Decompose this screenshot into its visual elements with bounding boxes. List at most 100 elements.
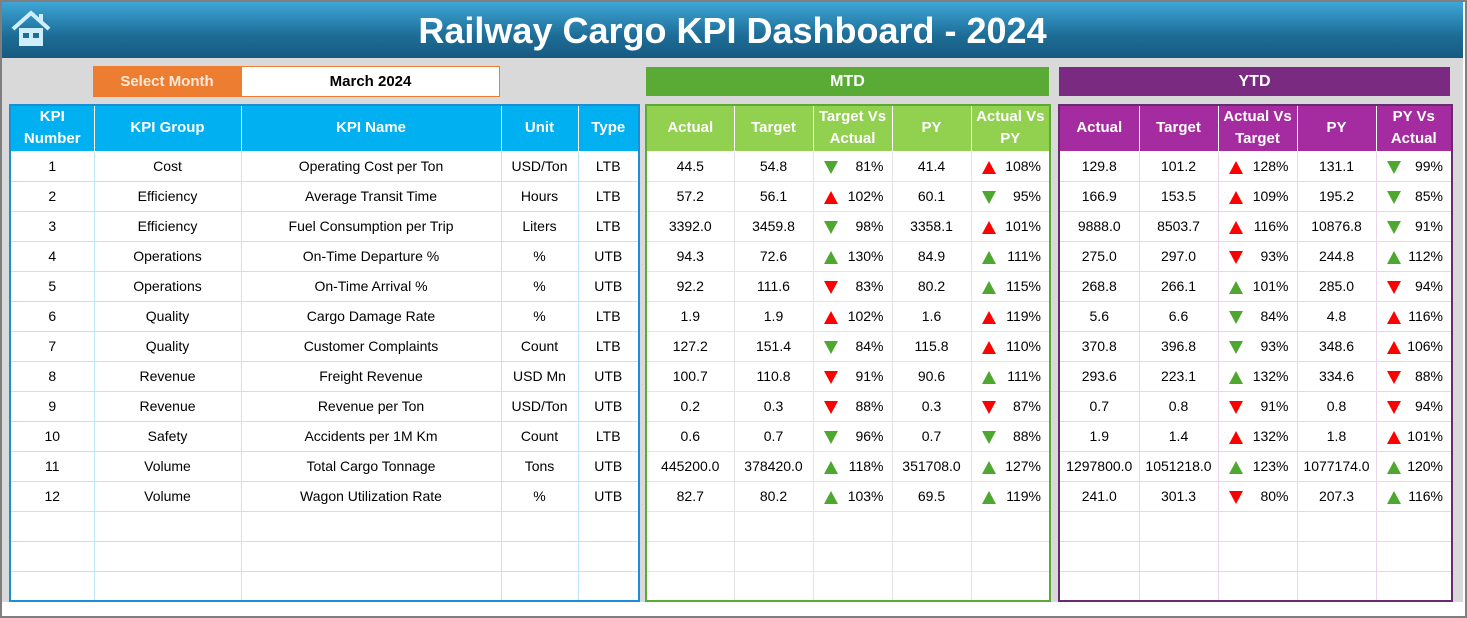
table-row: 10 Safety Accidents per 1M Km Count LTB	[9, 420, 640, 452]
triangle-up-icon	[1228, 460, 1243, 474]
ytd-actual-value: 241.0	[1081, 488, 1117, 504]
mtd-actual-value: 3392.0	[668, 218, 712, 234]
triangle-up-icon	[823, 490, 838, 504]
kpi-group-value: Volume	[144, 488, 191, 504]
unit: %	[500, 480, 579, 512]
kpi-group: Efficiency	[93, 210, 242, 242]
ytd-vs-a: 132%	[1217, 420, 1298, 452]
kpi-name-value: Accidents per 1M Km	[304, 428, 438, 444]
ytd-actual: 1297800.0	[1058, 450, 1140, 482]
ytd-vs-b-value: 94%	[1414, 278, 1443, 294]
mtd-vs-a-value: 84%	[855, 338, 884, 354]
mtd-py	[891, 570, 972, 602]
kpi-name: On-Time Arrival %	[240, 270, 502, 302]
type: LTB	[577, 150, 640, 182]
ytd-actual-value: 268.8	[1081, 278, 1117, 294]
mtd-vs-b-value: 119%	[1006, 308, 1041, 324]
unit-value: USD/Ton	[511, 398, 568, 414]
ytd-vs-a-value: 93%	[1260, 248, 1289, 264]
ytd-vs-a-value: 132%	[1252, 428, 1289, 444]
table-row: 82.7 80.2 103% 69.5 119%	[645, 480, 1051, 512]
ytd-actual: 241.0	[1058, 480, 1140, 512]
mtd-actual: 100.7	[645, 360, 735, 392]
type: UTB	[577, 240, 640, 272]
mtd-vs-b: 127%	[970, 450, 1051, 482]
ytd-vs-a-value: 132%	[1252, 368, 1289, 384]
mtd-vs-b: 95%	[970, 180, 1051, 212]
ytd-banner: YTD	[1059, 67, 1450, 96]
type: UTB	[577, 480, 640, 512]
triangle-up-icon	[1386, 460, 1401, 474]
mtd-py-value: 80.2	[917, 278, 946, 294]
ytd-vs-b-value: 88%	[1414, 368, 1443, 384]
mtd-vs-b-value: 111%	[1007, 368, 1041, 384]
type: LTB	[577, 210, 640, 242]
ytd-target-value: 6.6	[1168, 308, 1189, 324]
table-row: 1 Cost Operating Cost per Ton USD/Ton LTB	[9, 150, 640, 182]
triangle-up-icon	[823, 190, 838, 204]
kpi-name: Fuel Consumption per Trip	[240, 210, 502, 242]
mtd-py-value: 41.4	[917, 158, 946, 174]
triangle-down-icon	[1228, 400, 1243, 414]
mtd-target-value: 0.7	[763, 428, 784, 444]
triangle-up-icon	[981, 490, 996, 504]
ytd-vs-b: 112%	[1375, 240, 1453, 272]
ytd-vs-a: 80%	[1217, 480, 1298, 512]
ytd-py	[1296, 570, 1377, 602]
mtd-target: 56.1	[733, 180, 814, 212]
kpi-group: Quality	[93, 330, 242, 362]
ytd-vs-a: 93%	[1217, 330, 1298, 362]
ytd-target: 6.6	[1138, 300, 1219, 332]
table-row	[9, 510, 640, 542]
triangle-down-icon	[1228, 340, 1243, 354]
triangle-down-icon	[823, 340, 838, 354]
table-row: 370.8 396.8 93% 348.6 106%	[1058, 330, 1453, 362]
unit: USD/Ton	[500, 150, 579, 182]
table-row: 1.9 1.4 132% 1.8 101%	[1058, 420, 1453, 452]
ytd-py: 195.2	[1296, 180, 1377, 212]
ytd-actual: 0.7	[1058, 390, 1140, 422]
ytd-vs-b-value: 99%	[1414, 158, 1443, 174]
kpi-number-value: 1	[48, 158, 57, 174]
ytd-py: 348.6	[1296, 330, 1377, 362]
header-ytd-target: Target	[1138, 104, 1219, 152]
triangle-down-icon	[823, 370, 838, 384]
ytd-actual	[1058, 510, 1140, 542]
ytd-actual: 9888.0	[1058, 210, 1140, 242]
table-row: 6 Quality Cargo Damage Rate% LTB	[9, 300, 640, 332]
kpi-name-value: Cargo Damage Rate	[306, 308, 436, 324]
month-selector[interactable]: March 2024	[241, 66, 500, 97]
type: UTB	[577, 360, 640, 392]
ytd-vs-b-value: 116%	[1408, 308, 1443, 324]
type-value: UTB	[594, 248, 623, 264]
mtd-vs-b: 101%	[970, 210, 1051, 242]
ytd-vs-b: 120%	[1375, 450, 1453, 482]
home-icon[interactable]	[10, 8, 52, 50]
mtd-vs-a-value: 130%	[847, 248, 884, 264]
mtd-actual-value: 82.7	[676, 488, 704, 504]
triangle-down-icon	[823, 160, 838, 174]
mtd-target: 110.8	[733, 360, 814, 392]
mtd-target-value: 1.9	[763, 308, 784, 324]
kpi-number: 1	[9, 150, 95, 182]
triangle-up-icon	[1386, 340, 1401, 354]
ytd-py	[1296, 540, 1377, 572]
ytd-vs-a	[1217, 510, 1298, 542]
header-ytd-actual: Actual	[1058, 104, 1140, 152]
mtd-vs-a	[812, 540, 893, 572]
table-row: 1297800.0 1051218.0 123% 1077174.0 120%	[1058, 450, 1453, 482]
mtd-vs-b-value: 119%	[1006, 488, 1041, 504]
unit: %	[500, 240, 579, 272]
kpi-number-value: 8	[48, 368, 57, 384]
table-row	[1058, 540, 1453, 572]
mtd-actual-value: 57.2	[676, 188, 704, 204]
mtd-py-value: 115.8	[914, 338, 949, 354]
kpi-number	[9, 540, 95, 572]
table-row: 293.6 223.1 132% 334.6 88%	[1058, 360, 1453, 392]
table-row: 2 Efficiency Average Transit Time Hours LTB	[9, 180, 640, 212]
ytd-target: 0.8	[1138, 390, 1219, 422]
header-ytd-actual-vs-target: Actual Vs Target	[1217, 104, 1298, 152]
ytd-vs-b: 101%	[1375, 420, 1453, 452]
kpi-name: Operating Cost per Ton	[240, 150, 502, 182]
ytd-actual: 1.9	[1058, 420, 1140, 452]
